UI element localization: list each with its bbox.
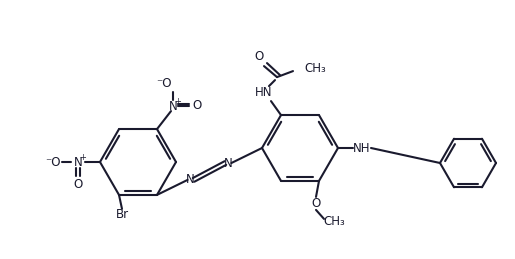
Text: Br: Br: [115, 208, 129, 221]
Text: O: O: [73, 178, 82, 191]
Text: O: O: [254, 49, 264, 63]
Text: ⁻O: ⁻O: [156, 77, 171, 90]
Text: HN: HN: [255, 85, 273, 99]
Text: N: N: [186, 173, 195, 186]
Text: N: N: [168, 100, 177, 113]
Text: CH₃: CH₃: [323, 215, 345, 228]
Text: +: +: [79, 153, 87, 162]
Text: O: O: [193, 99, 202, 112]
Text: CH₃: CH₃: [304, 62, 326, 75]
Text: N: N: [74, 155, 82, 169]
Text: O: O: [312, 197, 321, 210]
Text: ⁻O: ⁻O: [45, 155, 61, 169]
Text: N: N: [224, 156, 233, 169]
Text: NH: NH: [353, 141, 371, 155]
Text: +: +: [175, 97, 181, 106]
